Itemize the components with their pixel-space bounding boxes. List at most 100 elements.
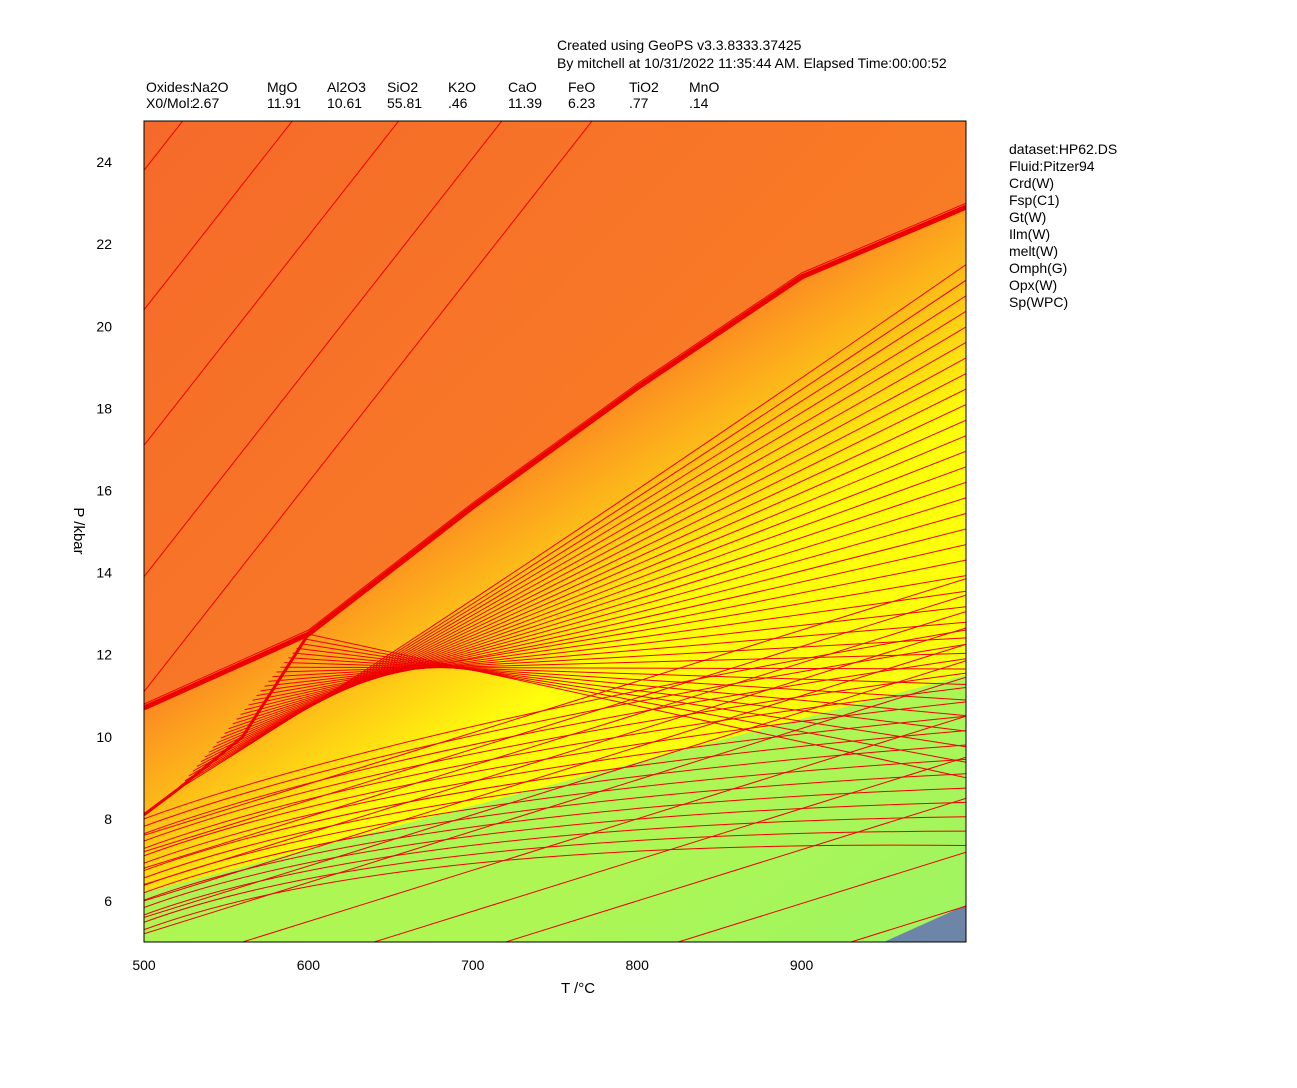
y-tick-label: 24 xyxy=(96,154,112,170)
plot-area xyxy=(144,121,966,942)
oxide-name: Na2O xyxy=(192,79,229,95)
contour-line xyxy=(284,661,966,686)
contour-line xyxy=(144,658,966,835)
contour-line xyxy=(188,310,966,777)
contour-line xyxy=(268,621,966,682)
x-tick-label: 900 xyxy=(790,957,814,973)
contour-line xyxy=(505,797,966,942)
y-axis: 6 8 10 12 14 16 18 20 22 24 xyxy=(96,154,112,909)
contour-line xyxy=(850,905,966,942)
header-line-2: By mitchell at 10/31/2022 11:35:44 AM. E… xyxy=(557,55,947,71)
y-tick-label: 18 xyxy=(96,400,112,416)
contour-line xyxy=(144,715,966,864)
y-tick-label: 20 xyxy=(96,318,112,334)
x-axis: 500 600 700 800 900 xyxy=(132,957,813,973)
contour-line xyxy=(144,773,966,894)
contour-line xyxy=(208,388,966,753)
y-tick-label: 22 xyxy=(96,236,112,252)
oxide-name: Al2O3 xyxy=(327,79,366,95)
oxide-name: SiO2 xyxy=(387,79,419,95)
contour-line xyxy=(144,701,966,857)
melt-boundary-line xyxy=(144,204,966,711)
contour-line xyxy=(288,657,966,701)
contour-line xyxy=(144,672,966,842)
y-tick-label: 12 xyxy=(96,647,112,663)
contour-line xyxy=(236,497,966,720)
oxide-value: 11.39 xyxy=(508,95,542,111)
contour-line xyxy=(264,606,966,687)
x-tick-label: 700 xyxy=(461,957,485,973)
contour-line xyxy=(144,121,400,446)
contour-line xyxy=(374,756,966,942)
x-tick-label: 800 xyxy=(626,957,650,973)
contour-line xyxy=(144,660,966,918)
legend-item: Ilm(W) xyxy=(1009,226,1051,242)
oxide-name: CaO xyxy=(508,79,537,95)
contour-line xyxy=(144,611,966,869)
contour-line xyxy=(280,666,966,670)
contour-line xyxy=(220,435,966,739)
legend-item: Gt(W) xyxy=(1009,209,1047,225)
plot-frame xyxy=(143,120,967,943)
oxide-name: MnO xyxy=(689,79,720,95)
y-tick-label: 10 xyxy=(96,729,112,745)
melt-boundary-halo xyxy=(144,202,966,705)
solidus-line xyxy=(144,633,310,816)
contour-line xyxy=(144,816,966,916)
contour-line xyxy=(296,647,966,732)
y-tick-label: 14 xyxy=(96,565,112,581)
contour-line xyxy=(204,373,966,758)
oxides-row-label: Oxides: xyxy=(146,79,194,95)
oxide-value: 6.23 xyxy=(568,95,596,111)
contour-line xyxy=(216,419,966,744)
x-axis-title: T /°C xyxy=(561,980,595,997)
oxide-value: .46 xyxy=(448,95,468,111)
legend-item: Sp(WPC) xyxy=(1009,294,1069,310)
contour-line xyxy=(144,578,966,836)
oxide-name: FeO xyxy=(568,79,596,95)
contour-line xyxy=(228,466,966,730)
oxide-value: .77 xyxy=(629,95,649,111)
legend-item: Omph(G) xyxy=(1009,260,1068,276)
y-tick-label: 16 xyxy=(96,482,112,498)
contour-line xyxy=(304,638,966,763)
contour-line xyxy=(144,676,966,935)
oxide-value: 10.61 xyxy=(327,95,363,111)
contour-line xyxy=(196,341,966,767)
contour-line xyxy=(248,544,966,706)
contour-line xyxy=(144,121,503,577)
contour-line xyxy=(240,512,966,715)
oxide-value: 11.91 xyxy=(267,95,301,111)
legend-item: melt(W) xyxy=(1009,243,1058,259)
contour-line xyxy=(232,481,966,725)
y-tick-label: 6 xyxy=(104,893,112,909)
contour-line xyxy=(144,121,293,311)
contour-line xyxy=(144,627,966,886)
contour-line xyxy=(252,559,966,701)
contour-line xyxy=(144,121,593,692)
contour-line xyxy=(200,357,966,763)
oxide-value: .14 xyxy=(689,95,709,111)
legend-item: Crd(W) xyxy=(1009,175,1055,191)
legend-item: dataset:HP62.DS xyxy=(1009,141,1118,157)
legend-item: Fsp(C1) xyxy=(1009,192,1060,208)
contour-line xyxy=(144,830,966,923)
corner-field xyxy=(883,905,966,942)
y-tick-label: 8 xyxy=(104,811,112,827)
y-axis-title: P /kbar xyxy=(70,507,87,554)
x-tick-label: 500 xyxy=(132,957,156,973)
oxide-value: 2.67 xyxy=(192,95,220,111)
oxide-name: K2O xyxy=(448,79,477,95)
oxide-name: TiO2 xyxy=(629,79,659,95)
contour-line xyxy=(192,326,966,772)
contour-line xyxy=(212,404,966,749)
contour-line xyxy=(244,528,966,711)
contour-line xyxy=(144,730,966,872)
contour-line xyxy=(144,787,966,901)
contour-line xyxy=(144,643,966,827)
header-line-1: Created using GeoPS v3.3.8333.37425 xyxy=(557,37,802,53)
contour-line xyxy=(224,450,966,734)
moles-row-label: X0/Mol: xyxy=(146,95,194,111)
contour-line xyxy=(144,844,966,931)
